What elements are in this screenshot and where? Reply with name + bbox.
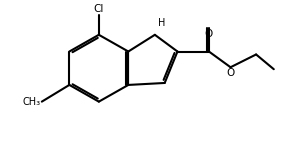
Text: H: H (158, 18, 165, 28)
Text: CH₃: CH₃ (23, 97, 41, 107)
Text: O: O (226, 68, 235, 78)
Text: O: O (205, 29, 213, 39)
Text: Cl: Cl (94, 4, 104, 14)
